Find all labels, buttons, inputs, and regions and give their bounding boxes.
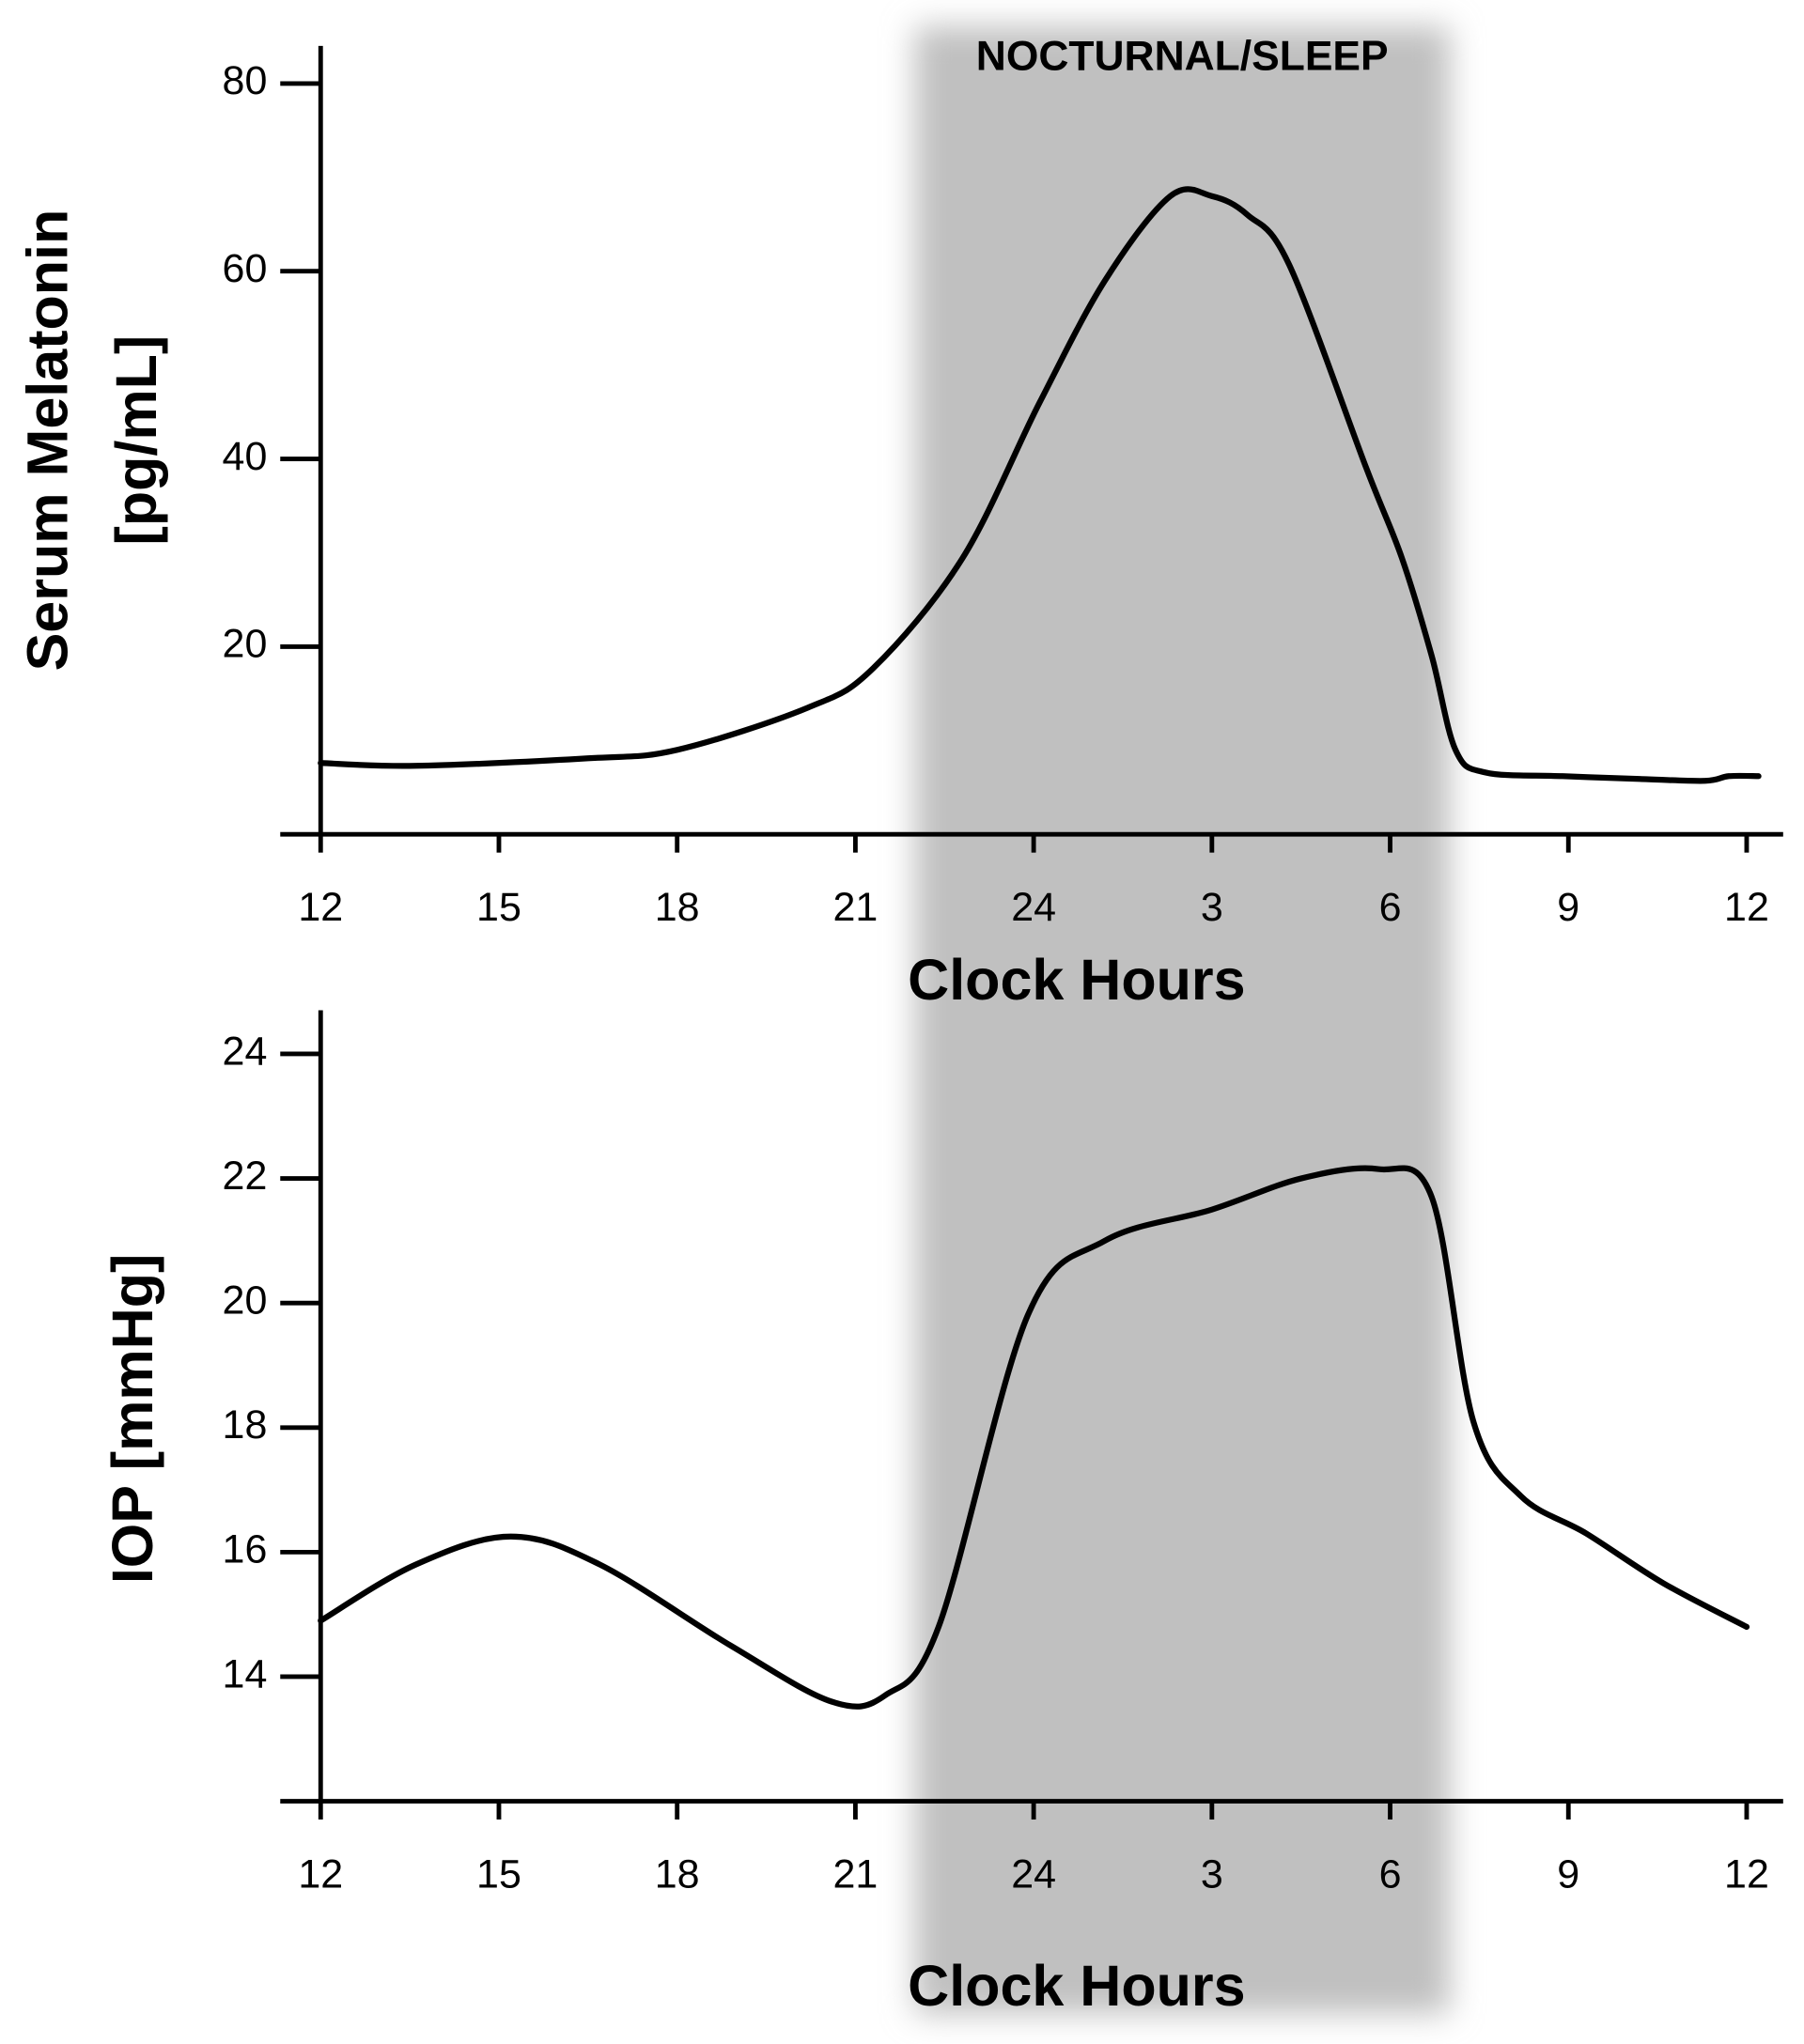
shade-label: NOCTURNAL/SLEEP xyxy=(976,34,1389,80)
x-tick-label: 9 xyxy=(1557,885,1579,930)
x-tick-label: 12 xyxy=(298,1851,343,1897)
x-tick-label: 12 xyxy=(298,885,343,930)
x-tick-label: 18 xyxy=(655,1851,700,1897)
x-tick-label: 21 xyxy=(832,885,878,930)
x-tick-label: 15 xyxy=(476,1851,521,1897)
y-tick-label: 20 xyxy=(223,622,268,667)
x-tick-label: 6 xyxy=(1379,1851,1402,1897)
x-tick-label: 24 xyxy=(1011,1851,1056,1897)
data-line xyxy=(318,1165,1750,1710)
x-tick-label: 3 xyxy=(1201,1851,1223,1897)
y-tick-label: 18 xyxy=(223,1402,268,1448)
y-tick-label: 80 xyxy=(223,58,268,103)
x-tick-label: 3 xyxy=(1201,885,1223,930)
x-tick-label: 12 xyxy=(1724,885,1769,930)
y-axis-title: [pg/mL] xyxy=(104,335,168,546)
x-axis-title: Clock Hours xyxy=(908,948,1245,1012)
y-axis-title: Serum Melatonin xyxy=(16,209,80,672)
y-tick-label: 14 xyxy=(223,1651,268,1696)
nocturnal-shade xyxy=(914,26,1450,2014)
x-tick-label: 12 xyxy=(1724,1851,1769,1897)
x-tick-label: 21 xyxy=(832,1851,878,1897)
y-tick-label: 40 xyxy=(223,434,268,479)
x-tick-label: 15 xyxy=(476,885,521,930)
data-line xyxy=(318,186,1762,784)
y-tick-label: 24 xyxy=(223,1029,268,1074)
x-tick-label: 9 xyxy=(1557,1851,1579,1897)
y-tick-label: 16 xyxy=(223,1527,268,1572)
y-tick-label: 20 xyxy=(223,1278,268,1324)
y-tick-label: 60 xyxy=(223,246,268,291)
y-axis-title: IOP [mmHg] xyxy=(101,1254,164,1585)
y-tick-label: 22 xyxy=(223,1154,268,1199)
x-axis-title: Clock Hours xyxy=(908,1954,1245,2018)
x-tick-label: 24 xyxy=(1011,885,1056,930)
x-tick-label: 18 xyxy=(655,885,700,930)
x-tick-label: 6 xyxy=(1379,885,1402,930)
